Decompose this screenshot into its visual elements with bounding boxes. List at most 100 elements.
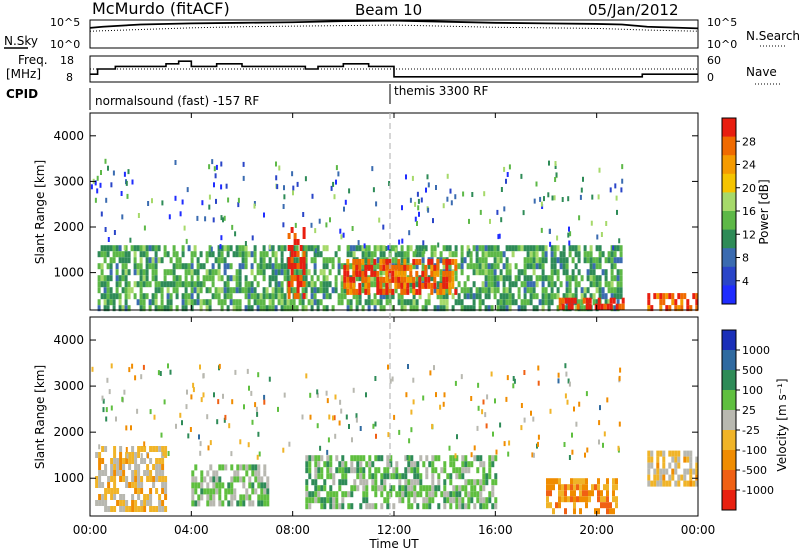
data-cell — [532, 416, 535, 422]
data-cell — [119, 494, 123, 500]
data-cell — [604, 293, 608, 300]
data-cell — [346, 299, 350, 306]
data-cell — [229, 299, 233, 306]
data-cell — [263, 394, 266, 400]
data-cell — [353, 485, 357, 492]
data-cell — [357, 240, 360, 246]
data-cell — [469, 251, 473, 258]
data-cell — [526, 263, 530, 270]
data-cell — [105, 407, 108, 413]
data-cell — [352, 270, 356, 277]
data-cell — [224, 414, 227, 420]
data-cell — [124, 263, 128, 270]
data-cell — [313, 287, 317, 294]
data-cell — [531, 452, 534, 458]
data-cell — [191, 500, 195, 507]
data-cell — [184, 287, 188, 294]
data-cell — [103, 287, 107, 294]
data-cell — [499, 269, 503, 276]
data-cell — [455, 467, 459, 474]
data-cell — [98, 470, 102, 476]
data-cell — [686, 305, 690, 312]
data-cell — [547, 192, 550, 198]
y-tick-label: 2000 — [53, 220, 84, 234]
data-cell — [546, 490, 549, 497]
data-cell — [478, 287, 482, 294]
data-cell — [292, 185, 295, 191]
data-cell — [409, 245, 413, 252]
data-cell — [259, 269, 263, 276]
data-cell — [549, 408, 552, 414]
data-cell — [338, 479, 342, 486]
data-cell — [412, 299, 416, 306]
data-cell — [365, 392, 367, 398]
data-cell — [100, 170, 102, 175]
data-cell — [163, 399, 166, 405]
data-cell — [154, 287, 158, 294]
data-cell — [404, 491, 408, 498]
data-cell — [256, 293, 260, 300]
data-cell — [175, 293, 179, 300]
data-cell — [301, 414, 304, 420]
data-cell — [370, 299, 374, 306]
data-cell — [172, 287, 176, 294]
colorbar-segment — [722, 330, 736, 351]
data-cell — [467, 503, 471, 510]
data-cell — [161, 200, 164, 206]
data-cell — [460, 251, 464, 258]
colorbar-segment — [722, 450, 736, 471]
data-cell — [161, 470, 165, 476]
data-cell — [337, 269, 341, 276]
data-cell — [494, 497, 498, 504]
data-cell — [600, 502, 603, 509]
data-cell — [556, 269, 560, 276]
data-cell — [110, 476, 114, 482]
data-cell — [367, 282, 371, 289]
data-cell — [427, 258, 431, 265]
data-cell — [196, 215, 199, 221]
data-cell — [478, 245, 482, 252]
data-cell — [382, 264, 386, 271]
data-cell — [118, 257, 122, 264]
data-cell — [538, 257, 542, 264]
data-cell — [322, 293, 326, 300]
data-cell — [594, 508, 597, 515]
data-cell — [494, 479, 498, 486]
data-cell — [579, 490, 582, 497]
data-cell — [470, 461, 474, 468]
data-cell — [677, 474, 681, 481]
data-cell — [609, 508, 612, 515]
data-cell — [553, 257, 557, 264]
data-cell — [192, 382, 195, 388]
data-cell — [169, 305, 173, 312]
data-cell — [407, 503, 411, 510]
data-cell — [511, 251, 515, 258]
data-cell — [600, 232, 603, 237]
data-cell — [277, 245, 281, 252]
data-cell — [485, 479, 489, 486]
data-cell — [215, 482, 219, 489]
data-cell — [229, 275, 233, 282]
data-cell — [137, 476, 141, 482]
data-cell — [229, 263, 233, 270]
data-cell — [598, 263, 602, 270]
data-cell — [340, 299, 344, 306]
data-cell — [431, 461, 435, 468]
data-cell — [283, 305, 287, 312]
data-cell — [341, 473, 345, 480]
data-cell — [387, 432, 390, 438]
data-cell — [580, 287, 584, 294]
data-cell — [442, 263, 446, 270]
data-cell — [618, 238, 621, 244]
data-cell — [553, 251, 557, 258]
data-cell — [209, 494, 213, 501]
data-cell — [494, 398, 496, 404]
data-cell — [656, 480, 660, 487]
data-cell — [376, 270, 380, 277]
data-cell — [148, 299, 152, 306]
data-cell — [101, 446, 105, 452]
data-cell — [380, 473, 384, 480]
data-cell — [427, 293, 431, 300]
data-cell — [415, 299, 419, 306]
